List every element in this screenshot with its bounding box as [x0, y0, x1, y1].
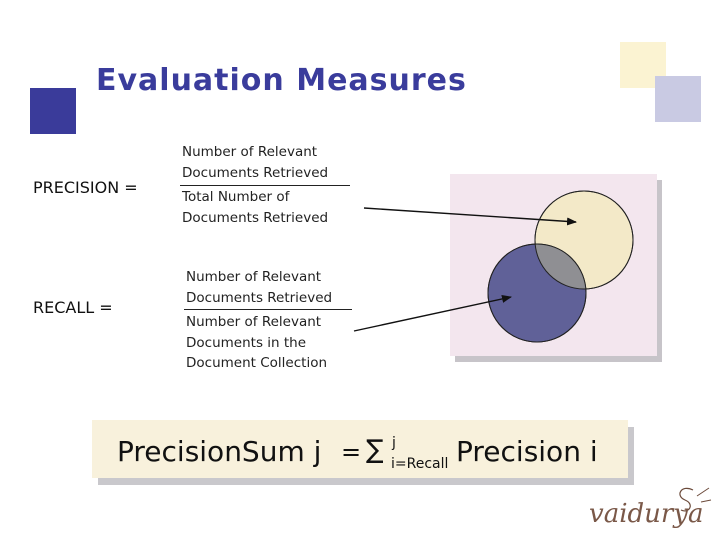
precision-arrow: [363, 207, 577, 226]
overlap-region: [535, 244, 586, 289]
decorative-square-blue: [30, 88, 76, 134]
formula-right: Precision i: [456, 435, 598, 468]
recall-label: RECALL =: [33, 298, 113, 317]
formula-box: PrecisionSum j = ∑ j i=Recall Precision …: [92, 420, 628, 478]
relevant-circle-outline: [487, 243, 587, 343]
recall-denominator-line-2: Documents in the: [186, 334, 307, 351]
retrieved-circle-outline: [534, 190, 634, 290]
recall-fraction-bar: [184, 309, 352, 310]
recall-numerator-line-2: Documents Retrieved: [186, 289, 333, 306]
decorative-square-lavender: [655, 76, 701, 122]
recall-numerator-line-1: Number of Relevant: [186, 269, 322, 285]
vaidurya-logo: vaidurya: [585, 482, 715, 536]
formula-sigma: ∑: [366, 435, 384, 465]
precision-fraction-bar: [180, 185, 350, 186]
logo-mark: vaidurya: [589, 487, 712, 529]
recall-denominator-line-1: Number of Relevant: [186, 314, 322, 330]
precision-numerator-line-1: Number of Relevant: [182, 144, 318, 160]
precision-label: PRECISION =: [33, 178, 138, 197]
precision-denominator: Total Number of Documents Retrieved: [182, 187, 328, 228]
recall-denominator-line-3: Document Collection: [186, 355, 328, 371]
formula-upper-limit: j: [392, 435, 396, 451]
logo-text: vaidurya: [589, 499, 704, 529]
precision-numerator-line-2: Documents Retrieved: [182, 164, 329, 181]
precision-numerator: Number of Relevant Documents Retrieved: [182, 142, 328, 183]
formula-equals: =: [341, 438, 362, 466]
formula-lower-limit: i=Recall: [391, 456, 449, 472]
recall-numerator: Number of Relevant Documents Retrieved: [186, 267, 332, 308]
formula-left: PrecisionSum j: [117, 435, 322, 468]
recall-denominator: Number of Relevant Documents in the Docu…: [186, 312, 327, 374]
precision-denominator-line-2: Documents Retrieved: [182, 209, 329, 226]
slide-title: Evaluation Measures: [96, 63, 467, 98]
precision-denominator-line-1: Total Number of: [182, 189, 290, 205]
recall-arrow: [353, 294, 512, 332]
